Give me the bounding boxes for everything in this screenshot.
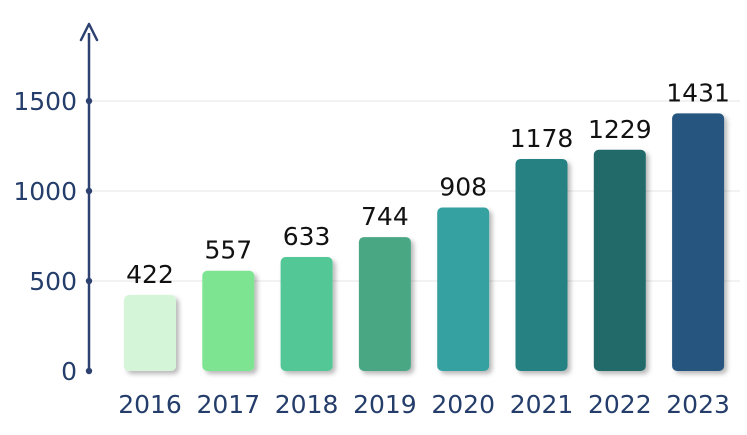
bar-2016 <box>124 295 176 371</box>
x-tick-label-2019: 2019 <box>353 390 417 419</box>
bar-2019 <box>358 237 411 371</box>
data-label-2018: 633 <box>283 222 331 251</box>
bar-2018 <box>280 257 333 371</box>
axes <box>79 22 99 375</box>
x-tick-label-2017: 2017 <box>196 390 260 419</box>
bars <box>124 113 725 372</box>
data-label-2017: 557 <box>204 236 252 265</box>
data-label-2022: 1229 <box>588 115 652 144</box>
labels: 0 500 1000 1500 422 2016 557 2017 633 2018 744 2019… <box>13 78 730 419</box>
y-tick-label: 0 <box>61 357 77 386</box>
bar-2017 <box>202 270 255 371</box>
bar-2020 <box>437 207 490 371</box>
x-tick-label-2020: 2020 <box>431 390 495 419</box>
y-tick-label: 1500 <box>13 87 77 116</box>
x-tick-label-2021: 2021 <box>510 390 574 419</box>
data-label-2019: 744 <box>361 202 409 231</box>
x-tick-label-2022: 2022 <box>588 390 652 419</box>
data-label-2016: 422 <box>126 260 174 289</box>
x-tick-label-2016: 2016 <box>118 390 182 419</box>
data-label-2023: 1431 <box>666 78 730 107</box>
data-label-2020: 908 <box>439 173 487 202</box>
bar-2023 <box>672 113 725 372</box>
y-tick-label: 500 <box>29 267 77 296</box>
data-label-2021: 1178 <box>510 124 574 153</box>
x-tick-label-2018: 2018 <box>275 390 339 419</box>
y-tick-label: 1000 <box>13 177 77 206</box>
x-tick-label-2023: 2023 <box>666 390 730 419</box>
bar-2021 <box>515 158 568 371</box>
bar-2022 <box>593 149 646 371</box>
y-axis-arrow-icon <box>79 22 99 42</box>
